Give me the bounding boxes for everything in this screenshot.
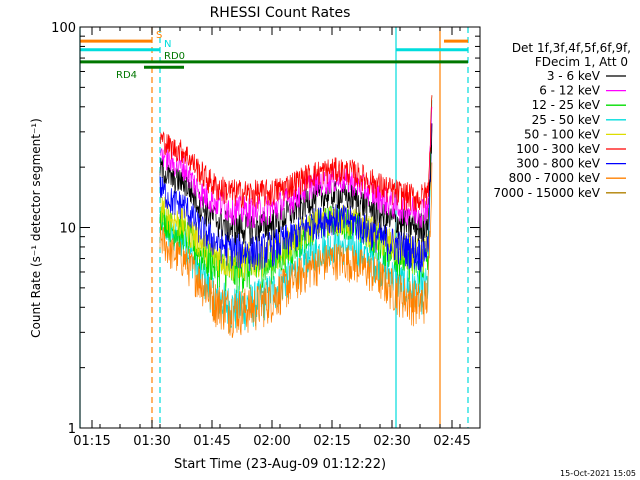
legend-label-7: 800 - 7000 keV	[509, 171, 601, 185]
timestamp: 15-Oct-2021 15:05	[560, 469, 636, 478]
x-axis-label: Start Time (23-Aug-09 01:12:22)	[174, 457, 386, 472]
flag-label-s: S	[156, 30, 162, 41]
x-tick-label-2: 01:45	[193, 434, 230, 449]
x-tick-label-1: 01:30	[133, 434, 170, 449]
chart-title: RHESSI Count Rates	[210, 5, 351, 21]
x-tick-label-0: 01:15	[73, 434, 110, 449]
y-tick-label-0: 1	[68, 422, 76, 437]
legend-header-line-1: Det 1f,3f,4f,5f,6f,9f,	[512, 41, 631, 55]
legend-header-line-2: FDecim 1, Att 0	[535, 55, 628, 69]
x-axis: 01:15 01:30 01:45 02:00 02:15 02:30 02:45	[73, 27, 481, 449]
x-tick-label-5: 02:30	[373, 434, 410, 449]
legend-label-2: 12 - 25 keV	[532, 98, 601, 112]
legend-label-4: 50 - 100 keV	[524, 127, 601, 141]
legend-label-8: 7000 - 15000 keV	[493, 186, 600, 200]
series-line-1	[159, 106, 433, 229]
y-axis-label: Count Rate (s⁻¹ detector segment⁻¹)	[29, 118, 43, 338]
x-tick-label-3: 02:00	[253, 434, 290, 449]
x-tick-label-6: 02:45	[433, 434, 470, 449]
y-axis: 1 10 100	[51, 21, 480, 437]
y-tick-label-1: 10	[59, 222, 76, 237]
series-layer	[159, 95, 433, 338]
legend-label-0: 3 - 6 keV	[547, 69, 601, 83]
series-line-7	[159, 162, 433, 338]
legend-label-1: 6 - 12 keV	[539, 84, 601, 98]
y-tick-label-2: 100	[51, 21, 76, 36]
flag-label-n: N	[164, 39, 171, 50]
flag-label-rd4: RD4	[116, 70, 137, 81]
series-line-5	[159, 95, 433, 212]
flag-label-rd0: RD0	[164, 51, 185, 62]
legend-label-5: 100 - 300 keV	[516, 142, 600, 156]
x-tick-label-4: 02:15	[313, 434, 350, 449]
legend-label-6: 300 - 800 keV	[516, 157, 600, 171]
legend-label-3: 25 - 50 keV	[532, 113, 601, 127]
